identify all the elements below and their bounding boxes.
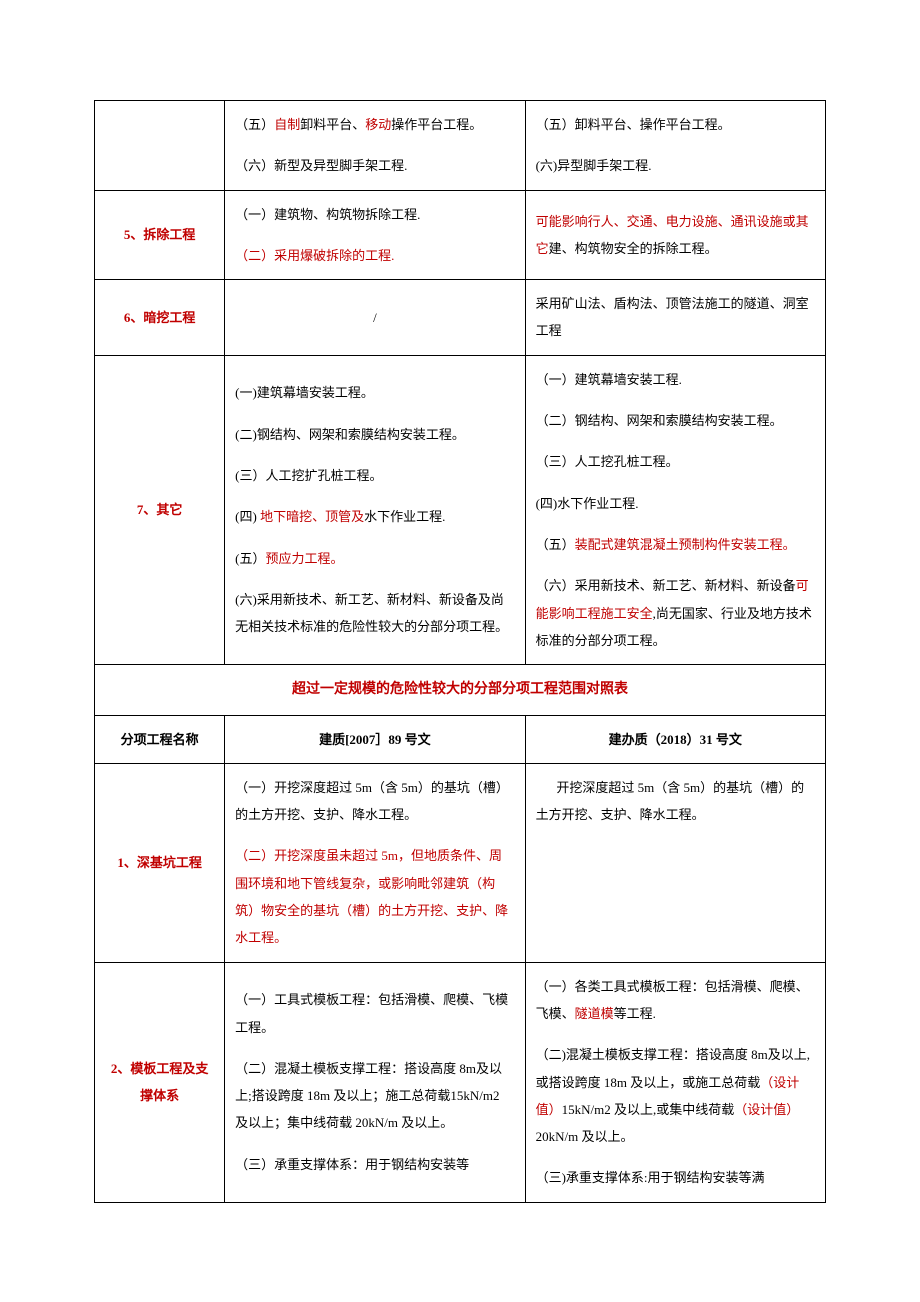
cell-right: 开挖深度超过 5m（含 5m）的基坑（槽）的土方开挖、支护、降水工程。 [525, 763, 825, 962]
cell-right: 采用矿山法、盾构法、顶管法施工的隧道、洞室工程 [525, 280, 825, 356]
spacer [235, 138, 514, 152]
para: (一)建筑幕墙安装工程。 [235, 379, 514, 406]
cell-left: （一）建筑物、构筑物拆除工程. （二）采用爆破拆除的工程. [225, 190, 525, 280]
text-red: 地下暗挖、顶管及 [260, 509, 364, 524]
para: （三）人工挖孔桩工程。 [536, 448, 815, 475]
text: 15kN/m2 及以上,或集中线荷载 [562, 1102, 735, 1117]
cell-right: （一）各类工具式模板工程：包括滑模、爬模、飞模、隧道模等工程. （二)混凝土模板… [525, 962, 825, 1202]
para: （一）建筑物、构筑物拆除工程. [235, 201, 514, 228]
para: （五）卸料平台、操作平台工程。 [536, 111, 815, 138]
cell-left: （一）工具式模板工程：包括滑模、爬模、飞模工程。 （二）混凝土模板支撑工程：搭设… [225, 962, 525, 1202]
para: (五）预应力工程。 [235, 545, 514, 572]
para: （一）工具式模板工程：包括滑模、爬模、飞模工程。 [235, 986, 514, 1041]
text: （五） [235, 117, 274, 132]
spacer [235, 828, 514, 842]
row-label-7: 7、其它 [95, 355, 225, 664]
header-2: 建质[2007］89 号文 [225, 715, 525, 763]
row-label-5: 5、拆除工程 [95, 190, 225, 280]
spacer [235, 228, 514, 242]
para: (六)异型脚手架工程. [536, 152, 815, 179]
para: （二）钢结构、网架和索膜结构安装工程。 [536, 407, 815, 434]
text-red: 预应力工程。 [266, 551, 344, 566]
para: （六）新型及异型脚手架工程. [235, 152, 514, 179]
para: (四) 地下暗挖、顶管及水下作业工程. [235, 503, 514, 530]
comparison-table: （五）自制卸料平台、移动操作平台工程。 （六）新型及异型脚手架工程. （五）卸料… [94, 100, 826, 1203]
row-label-6: 6、暗挖工程 [95, 280, 225, 356]
spacer [235, 407, 514, 421]
para: （二）混凝土模板支撑工程：搭设高度 8m及以上;搭设跨度 18m 及以上；施工总… [235, 1055, 514, 1137]
table-row: （五）自制卸料平台、移动操作平台工程。 （六）新型及异型脚手架工程. （五）卸料… [95, 101, 826, 191]
para: （二)混凝土模板支撑工程：搭设高度 8m及以上,或搭设跨度 18m 及以上，或施… [536, 1041, 815, 1150]
text: (四) [235, 509, 260, 524]
cell-left: （一）开挖深度超过 5m（含 5m）的基坑（槽）的土方开挖、支护、降水工程。 （… [225, 763, 525, 962]
spacer [235, 531, 514, 545]
text: (五） [235, 551, 265, 566]
para-red: （二）开挖深度虽未超过 5m，但地质条件、周围环境和地下管线复杂，或影响毗邻建筑… [235, 842, 514, 951]
section-title: 超过一定规模的危险性较大的分部分项工程范围对照表 [95, 665, 826, 715]
cell-right: （一）建筑幕墙安装工程. （二）钢结构、网架和索膜结构安装工程。 （三）人工挖孔… [525, 355, 825, 664]
document-page: （五）自制卸料平台、移动操作平台工程。 （六）新型及异型脚手架工程. （五）卸料… [0, 0, 920, 1243]
text: （五） [536, 537, 575, 552]
para: （五）装配式建筑混凝土预制构件安装工程。 [536, 531, 815, 558]
para: （一）建筑幕墙安装工程. [536, 366, 815, 393]
table-row: 1、深基坑工程 （一）开挖深度超过 5m（含 5m）的基坑（槽）的土方开挖、支护… [95, 763, 826, 962]
cell-left: (一)建筑幕墙安装工程。 (二)钢结构、网架和索膜结构安装工程。 (三）人工挖扩… [225, 355, 525, 664]
header-1: 分项工程名称 [95, 715, 225, 763]
text-red: 隧道模 [575, 1006, 614, 1021]
spacer [235, 448, 514, 462]
row-label-2: 2、模板工程及支撑体系 [95, 962, 225, 1202]
table-row: 6、暗挖工程 / 采用矿山法、盾构法、顶管法施工的隧道、洞室工程 [95, 280, 826, 356]
para: （三)承重支撑体系:用于钢结构安装等满 [536, 1164, 815, 1191]
row-label-1: 1、深基坑工程 [95, 763, 225, 962]
para: （六）采用新技术、新工艺、新材料、新设备可能影响工程施工安全,尚无国家、行业及地… [536, 572, 815, 654]
spacer [235, 572, 514, 586]
spacer [235, 489, 514, 503]
table-row: 7、其它 (一)建筑幕墙安装工程。 (二)钢结构、网架和索膜结构安装工程。 (三… [95, 355, 826, 664]
para: （一）开挖深度超过 5m（含 5m）的基坑（槽）的土方开挖、支护、降水工程。 [235, 774, 514, 829]
para-red: （二）采用爆破拆除的工程. [235, 242, 514, 269]
para: （三）承重支撑体系：用于钢结构安装等 [235, 1151, 514, 1178]
text-red: 装配式建筑混凝土预制构件安装工程。 [575, 537, 796, 552]
spacer [536, 517, 815, 531]
text: 水下作业工程. [364, 509, 445, 524]
para: (四)水下作业工程. [536, 490, 815, 517]
para: (二)钢结构、网架和索膜结构安装工程。 [235, 421, 514, 448]
table-row: 5、拆除工程 （一）建筑物、构筑物拆除工程. （二）采用爆破拆除的工程. 可能影… [95, 190, 826, 280]
spacer [536, 393, 815, 407]
text: （六）采用新技术、新工艺、新材料、新设备 [536, 578, 796, 593]
header-3: 建办质（2018）31 号文 [525, 715, 825, 763]
text-red: （设计值） [734, 1102, 799, 1117]
para: 开挖深度超过 5m（含 5m）的基坑（槽）的土方开挖、支护、降水工程。 [536, 774, 815, 829]
text: 20kN/m 及以上。 [536, 1129, 634, 1144]
header-row: 分项工程名称 建质[2007］89 号文 建办质（2018）31 号文 [95, 715, 826, 763]
spacer [536, 138, 815, 152]
text-red: 移动 [365, 117, 391, 132]
spacer [235, 1041, 514, 1055]
spacer [536, 558, 815, 572]
cell-right: （五）卸料平台、操作平台工程。 (六)异型脚手架工程. [525, 101, 825, 191]
row-label-empty [95, 101, 225, 191]
cell-left: （五）自制卸料平台、移动操作平台工程。 （六）新型及异型脚手架工程. [225, 101, 525, 191]
spacer [536, 434, 815, 448]
text: 卸料平台、 [300, 117, 365, 132]
para: （五）自制卸料平台、移动操作平台工程。 [235, 111, 514, 138]
spacer [235, 1137, 514, 1151]
section-title-row: 超过一定规模的危险性较大的分部分项工程范围对照表 [95, 665, 826, 715]
spacer [536, 1027, 815, 1041]
cell-left: / [225, 280, 525, 356]
spacer [536, 1150, 815, 1164]
para: (六)采用新技术、新工艺、新材料、新设备及尚无相关技术标准的危险性较大的分部分项… [235, 586, 514, 641]
spacer [536, 476, 815, 490]
para: （一）各类工具式模板工程：包括滑模、爬模、飞模、隧道模等工程. [536, 973, 815, 1028]
table-row: 2、模板工程及支撑体系 （一）工具式模板工程：包括滑模、爬模、飞模工程。 （二）… [95, 962, 826, 1202]
text-red: 自制 [274, 117, 300, 132]
para: (三）人工挖扩孔桩工程。 [235, 462, 514, 489]
text: 建、构筑物安全的拆除工程。 [549, 241, 718, 256]
cell-right: 可能影响行人、交通、电力设施、通讯设施或其它建、构筑物安全的拆除工程。 [525, 190, 825, 280]
text: 等工程. [614, 1006, 656, 1021]
text: 操作平台工程。 [391, 117, 482, 132]
